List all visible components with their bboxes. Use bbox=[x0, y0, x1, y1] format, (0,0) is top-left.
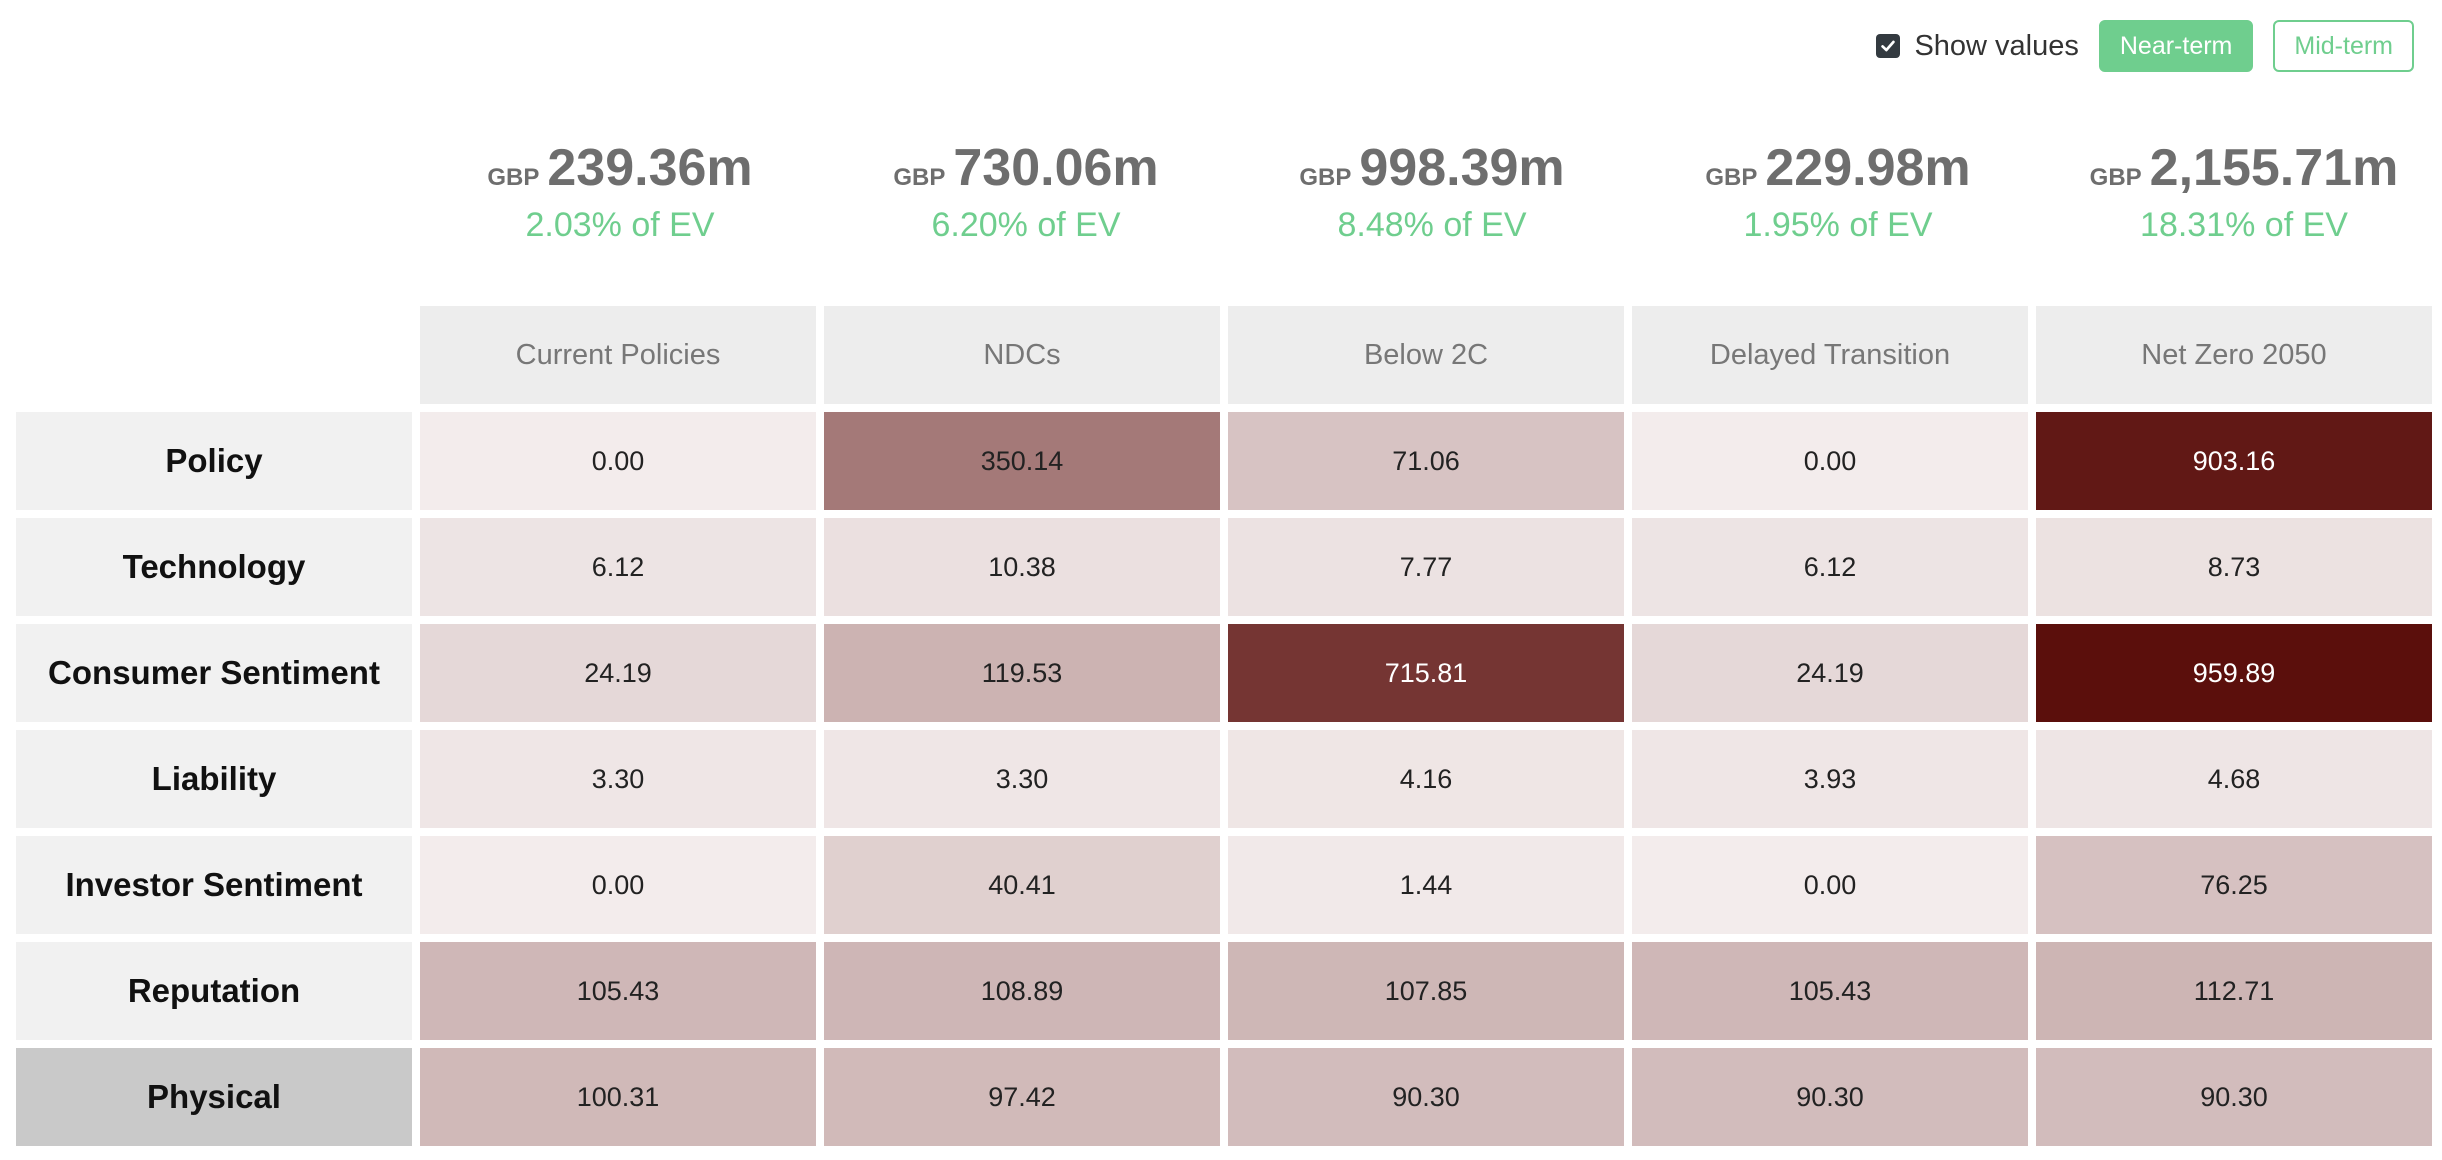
heatmap-cell[interactable]: 112.71 bbox=[2036, 942, 2432, 1040]
heatmap-cell[interactable]: 0.00 bbox=[420, 836, 816, 934]
heatmap-cell[interactable]: 6.12 bbox=[420, 518, 816, 616]
near-term-button[interactable]: Near-term bbox=[2098, 20, 2254, 72]
total-amount: GBP 229.98m bbox=[1636, 142, 2040, 194]
heatmap-cell[interactable]: 24.19 bbox=[420, 624, 816, 722]
checkmark-icon bbox=[1881, 40, 1896, 52]
total-amount: GBP 2,155.71m bbox=[2042, 142, 2442, 194]
amount-value: 239.36m bbox=[547, 139, 753, 197]
heatmap-cell[interactable]: 0.00 bbox=[1632, 836, 2028, 934]
risk-heatmap: Current Policies NDCs Below 2C Delayed Tran… bbox=[16, 306, 2440, 1154]
amount-value: 2,155.71m bbox=[2149, 139, 2399, 197]
show-values-checkbox[interactable] bbox=[1876, 34, 1901, 58]
show-values-label: Show values bbox=[1914, 29, 2079, 62]
percent-of-ev: 8.48% of EV bbox=[1337, 206, 1527, 244]
heatmap-cell[interactable]: 0.00 bbox=[420, 412, 816, 510]
heatmap-cell[interactable]: 10.38 bbox=[824, 518, 1220, 616]
currency-code: GBP bbox=[487, 164, 540, 191]
scenario-total: GBP 730.06m 6.20% of EV bbox=[824, 142, 1228, 245]
heatmap-row: Reputation 105.43 108.89 107.85 105.43 112.71 bbox=[16, 942, 2440, 1040]
scenario-total: GBP 229.98m 1.95% of EV bbox=[1636, 142, 2040, 245]
percent-of-ev: 18.31% of EV bbox=[2140, 206, 2348, 244]
heatmap-cell[interactable]: 715.81 bbox=[1228, 624, 1624, 722]
total-amount: GBP 239.36m bbox=[418, 142, 822, 194]
row-header[interactable]: Consumer Sentiment bbox=[16, 624, 412, 722]
total-amount: GBP 998.39m bbox=[1230, 142, 1634, 194]
total-amount: GBP 730.06m bbox=[824, 142, 1228, 194]
heatmap-row: Consumer Sentiment 24.19 119.53 715.81 24.19… bbox=[16, 624, 2440, 722]
currency-code: GBP bbox=[1299, 164, 1352, 191]
heatmap-cell[interactable]: 0.00 bbox=[1632, 412, 2028, 510]
heatmap-cell[interactable]: 4.16 bbox=[1228, 730, 1624, 828]
heatmap-cell[interactable]: 105.43 bbox=[420, 942, 816, 1040]
heatmap-cell[interactable]: 90.30 bbox=[2036, 1048, 2432, 1146]
heatmap-cell[interactable]: 90.30 bbox=[1228, 1048, 1624, 1146]
heatmap-cell[interactable]: 40.41 bbox=[824, 836, 1220, 934]
row-header[interactable]: Liability bbox=[16, 730, 412, 828]
show-values-toggle[interactable]: Show values bbox=[1876, 29, 2079, 63]
heatmap-cell[interactable]: 3.30 bbox=[420, 730, 816, 828]
currency-code: GBP bbox=[2089, 164, 2142, 191]
heatmap-cell[interactable]: 3.93 bbox=[1632, 730, 2028, 828]
heatmap-cell[interactable]: 1.44 bbox=[1228, 836, 1624, 934]
heatmap-row: Policy 0.00 350.14 71.06 0.00 903.16 bbox=[16, 412, 2440, 510]
heatmap-cell[interactable]: 105.43 bbox=[1632, 942, 2028, 1040]
amount-value: 730.06m bbox=[953, 139, 1159, 197]
toolbar: Show values Near-term Mid-term bbox=[1876, 20, 2414, 72]
scenario-total: GBP 2,155.71m 18.31% of EV bbox=[2042, 142, 2442, 245]
heatmap-cell[interactable]: 903.16 bbox=[2036, 412, 2432, 510]
heatmap-cell[interactable]: 350.14 bbox=[824, 412, 1220, 510]
heatmap-cell[interactable]: 119.53 bbox=[824, 624, 1220, 722]
scenario-total: GBP 239.36m 2.03% of EV bbox=[418, 142, 822, 245]
row-header[interactable]: Technology bbox=[16, 518, 412, 616]
heatmap-cell[interactable]: 100.31 bbox=[420, 1048, 816, 1146]
scenario-totals: GBP 239.36m 2.03% of EV GBP 730.06m 6.20% … bbox=[418, 142, 2442, 245]
heatmap-row: Technology 6.12 10.38 7.77 6.12 8.73 bbox=[16, 518, 2440, 616]
row-header[interactable]: Physical bbox=[16, 1048, 412, 1146]
heatmap-cell[interactable]: 107.85 bbox=[1228, 942, 1624, 1040]
heatmap-cell[interactable]: 90.30 bbox=[1632, 1048, 2028, 1146]
row-header[interactable]: Investor Sentiment bbox=[16, 836, 412, 934]
heatmap-cell[interactable]: 24.19 bbox=[1632, 624, 2028, 722]
row-header[interactable]: Reputation bbox=[16, 942, 412, 1040]
amount-value: 998.39m bbox=[1359, 139, 1565, 197]
heatmap-cell[interactable]: 6.12 bbox=[1632, 518, 2028, 616]
heatmap-cell[interactable]: 4.68 bbox=[2036, 730, 2432, 828]
heatmap-row: Physical 100.31 97.42 90.30 90.30 90.30 bbox=[16, 1048, 2440, 1146]
scenario-total: GBP 998.39m 8.48% of EV bbox=[1230, 142, 1634, 245]
heatmap-cell[interactable]: 76.25 bbox=[2036, 836, 2432, 934]
mid-term-button[interactable]: Mid-term bbox=[2273, 20, 2414, 72]
heatmap-cell[interactable]: 108.89 bbox=[824, 942, 1220, 1040]
heatmap-cell[interactable]: 8.73 bbox=[2036, 518, 2432, 616]
heatmap-cell[interactable]: 959.89 bbox=[2036, 624, 2432, 722]
heatmap-row: Investor Sentiment 0.00 40.41 1.44 0.00 76.25 bbox=[16, 836, 2440, 934]
heatmap-cell[interactable]: 97.42 bbox=[824, 1048, 1220, 1146]
heatmap-cell[interactable]: 3.30 bbox=[824, 730, 1220, 828]
heatmap-cell[interactable]: 7.77 bbox=[1228, 518, 1624, 616]
column-header: Net Zero 2050 bbox=[2036, 306, 2432, 404]
column-header-row: Current Policies NDCs Below 2C Delayed Tran… bbox=[16, 306, 2440, 404]
heatmap-cell[interactable]: 71.06 bbox=[1228, 412, 1624, 510]
column-header: NDCs bbox=[824, 306, 1220, 404]
percent-of-ev: 6.20% of EV bbox=[931, 206, 1121, 244]
currency-code: GBP bbox=[1705, 164, 1758, 191]
amount-value: 229.98m bbox=[1765, 139, 1971, 197]
header-corner bbox=[16, 306, 412, 404]
percent-of-ev: 2.03% of EV bbox=[525, 206, 715, 244]
column-header: Delayed Transition bbox=[1632, 306, 2028, 404]
column-header: Current Policies bbox=[420, 306, 816, 404]
currency-code: GBP bbox=[893, 164, 946, 191]
row-header[interactable]: Policy bbox=[16, 412, 412, 510]
percent-of-ev: 1.95% of EV bbox=[1743, 206, 1933, 244]
heatmap-row: Liability 3.30 3.30 4.16 3.93 4.68 bbox=[16, 730, 2440, 828]
column-header: Below 2C bbox=[1228, 306, 1624, 404]
